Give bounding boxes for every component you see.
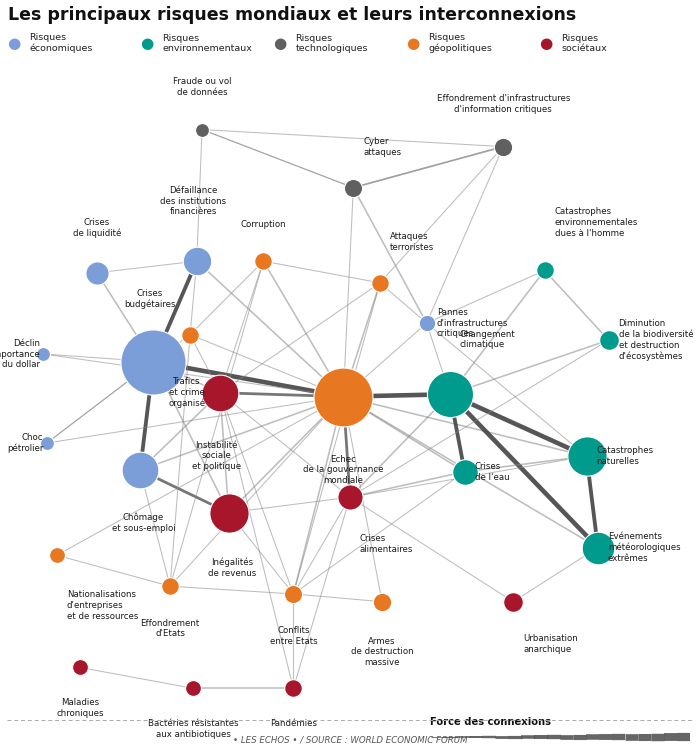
Point bbox=[603, 334, 614, 346]
Text: Crises
alimentaires: Crises alimentaires bbox=[360, 534, 414, 554]
Text: Force des connexions: Force des connexions bbox=[430, 717, 552, 727]
Text: Risques
technologiques: Risques technologiques bbox=[295, 34, 368, 53]
Point bbox=[188, 682, 199, 694]
Point bbox=[377, 595, 388, 607]
Point bbox=[344, 491, 356, 503]
Text: ●: ● bbox=[539, 36, 552, 51]
Text: Nationalisations
d'entreprises
et de ressources: Nationalisations d'entreprises et de res… bbox=[66, 590, 138, 621]
Text: Corruption: Corruption bbox=[241, 219, 286, 228]
Text: Maladies
chroniques: Maladies chroniques bbox=[57, 698, 104, 718]
Text: Armes
de destruction
massive: Armes de destruction massive bbox=[351, 637, 413, 667]
Point bbox=[421, 317, 432, 329]
Point bbox=[148, 356, 159, 368]
Point bbox=[51, 549, 62, 561]
Text: Risques
économiques: Risques économiques bbox=[29, 34, 93, 53]
Text: Diminution
de la biodiversité
et destruction
d'écosystèmes: Diminution de la biodiversité et destruc… bbox=[619, 319, 693, 361]
Point bbox=[539, 264, 550, 276]
Text: Bactéries résistantes
aux antibiotiques: Bactéries résistantes aux antibiotiques bbox=[148, 719, 239, 739]
Text: Crises
de liquidité: Crises de liquidité bbox=[73, 217, 121, 238]
Text: Défaillance
des institutions
financières: Défaillance des institutions financières bbox=[160, 186, 227, 216]
Text: Conflits
entre Etats: Conflits entre Etats bbox=[270, 626, 317, 646]
Point bbox=[134, 464, 146, 476]
Text: Fraude ou vol
de données: Fraude ou vol de données bbox=[173, 77, 231, 97]
Point bbox=[38, 348, 49, 360]
Text: Les principaux risques mondiaux et leurs interconnexions: Les principaux risques mondiaux et leurs… bbox=[8, 6, 577, 24]
Point bbox=[374, 277, 386, 289]
Text: ●: ● bbox=[7, 36, 20, 51]
Point bbox=[508, 595, 519, 607]
Point bbox=[41, 437, 52, 449]
Point bbox=[164, 580, 176, 592]
Text: Catastrophes
environnementales
dues à l'homme: Catastrophes environnementales dues à l'… bbox=[554, 207, 638, 238]
Text: Inégalités
de revenus: Inégalités de revenus bbox=[208, 557, 256, 577]
Text: Catastrophes
naturelles: Catastrophes naturelles bbox=[596, 446, 654, 466]
Point bbox=[185, 329, 196, 341]
Point bbox=[197, 124, 208, 136]
Point bbox=[74, 661, 85, 673]
Text: Evénements
météorologiques
extrêmes: Evénements météorologiques extrêmes bbox=[608, 532, 680, 563]
Text: Trafics
et crime
organisé: Trafics et crime organisé bbox=[168, 377, 205, 408]
Text: Changement
climatique: Changement climatique bbox=[460, 330, 516, 349]
Point bbox=[581, 450, 592, 462]
Text: • LES ECHOS • / SOURCE : WORLD ECONOMIC FORUM: • LES ECHOS • / SOURCE : WORLD ECONOMIC … bbox=[232, 736, 468, 745]
Text: Effondrement d'infrastructures
d'information critiques: Effondrement d'infrastructures d'informa… bbox=[437, 94, 570, 114]
Text: Cyber
attaques: Cyber attaques bbox=[363, 137, 402, 157]
Text: Pandémies: Pandémies bbox=[270, 719, 317, 728]
Text: ●: ● bbox=[140, 36, 153, 51]
Text: Urbanisation
anarchique: Urbanisation anarchique bbox=[524, 634, 578, 654]
Point bbox=[288, 682, 299, 694]
Point bbox=[592, 542, 603, 554]
Point bbox=[459, 466, 470, 478]
Point bbox=[191, 255, 202, 267]
Point bbox=[214, 386, 225, 398]
Text: Choc
pétrolier: Choc pétrolier bbox=[7, 433, 43, 453]
Point bbox=[348, 182, 359, 194]
Text: Attaques
terroristes: Attaques terroristes bbox=[390, 232, 434, 252]
Text: Risques
environnementaux: Risques environnementaux bbox=[162, 34, 252, 53]
Text: Risques
géopolitiques: Risques géopolitiques bbox=[428, 34, 492, 53]
Text: ●: ● bbox=[406, 36, 419, 51]
Text: Crises
budgétaires: Crises budgétaires bbox=[125, 289, 176, 309]
Text: Chômage
et sous-emploi: Chômage et sous-emploi bbox=[111, 513, 175, 533]
Text: Risques
sociétaux: Risques sociétaux bbox=[561, 34, 607, 53]
Text: Crises
de l'eau: Crises de l'eau bbox=[475, 462, 509, 482]
Point bbox=[337, 391, 349, 403]
Point bbox=[258, 255, 269, 267]
Point bbox=[223, 507, 235, 519]
Point bbox=[91, 267, 102, 279]
Text: ●: ● bbox=[273, 36, 286, 51]
Point bbox=[288, 588, 299, 600]
Point bbox=[498, 141, 509, 153]
Text: Instabilité
sociale
et politique: Instabilité sociale et politique bbox=[193, 440, 242, 471]
Text: Effondrement
d'Etats: Effondrement d'Etats bbox=[141, 619, 200, 638]
Point bbox=[444, 388, 456, 400]
Text: Echec
de la gouvernance
mondiale: Echec de la gouvernance mondiale bbox=[303, 455, 384, 485]
Text: Déclin
de l'importance
du dollar: Déclin de l'importance du dollar bbox=[0, 339, 40, 369]
Text: Pannes
d'infrastructures
critiques: Pannes d'infrastructures critiques bbox=[437, 308, 508, 339]
